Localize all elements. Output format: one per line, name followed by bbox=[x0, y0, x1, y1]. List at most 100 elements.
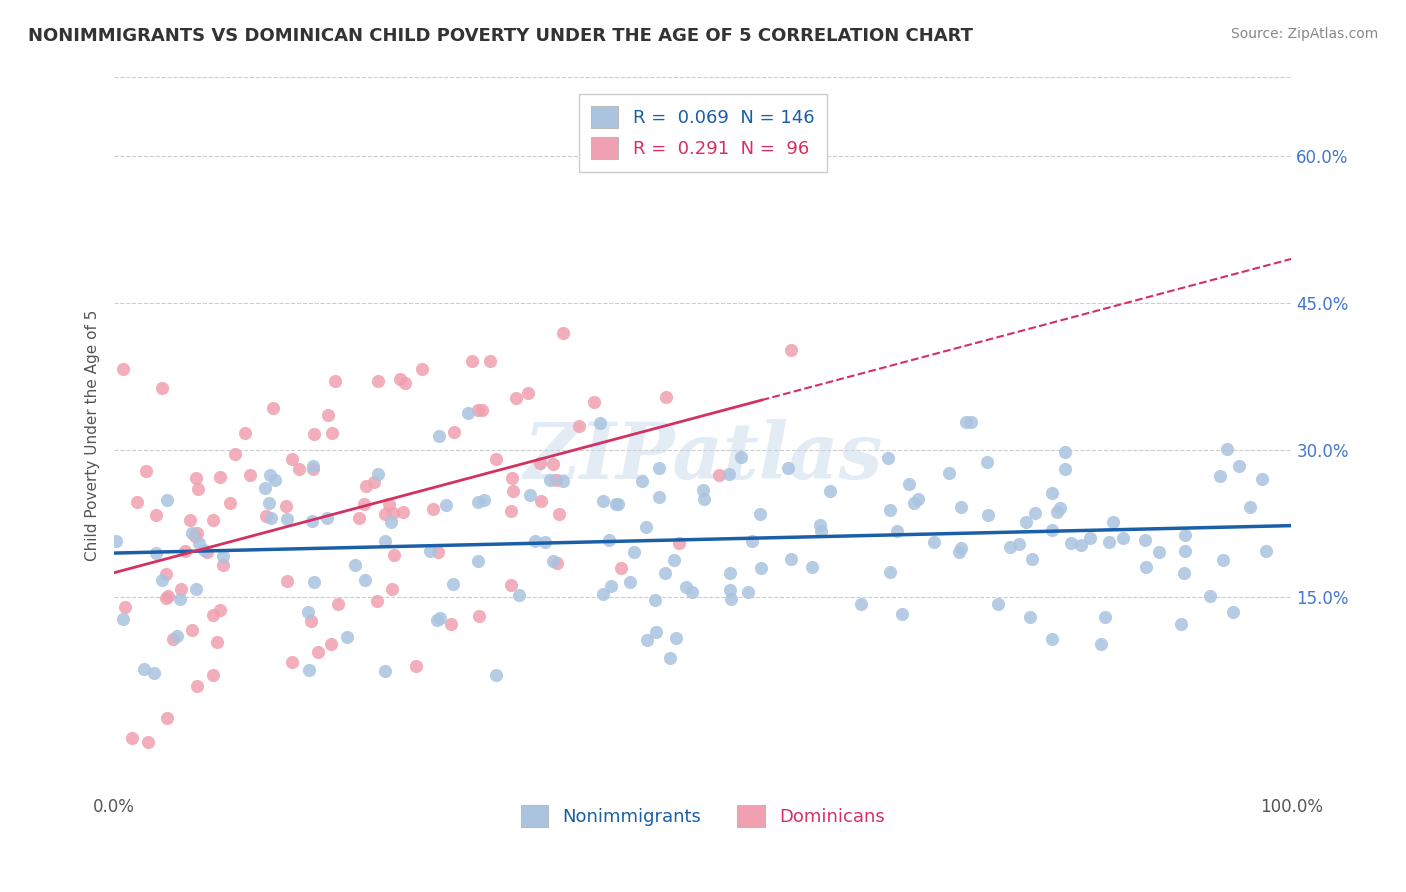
Point bbox=[1222, 605, 1244, 619]
Point bbox=[142, 666, 165, 681]
Point bbox=[1135, 559, 1157, 574]
Point bbox=[849, 597, 872, 611]
Point bbox=[150, 573, 173, 587]
Point bbox=[644, 592, 666, 607]
Point bbox=[879, 565, 901, 579]
Point bbox=[186, 525, 208, 540]
Point bbox=[104, 533, 127, 548]
Point bbox=[748, 507, 770, 521]
Point bbox=[114, 599, 136, 614]
Point bbox=[150, 381, 173, 395]
Point bbox=[374, 533, 396, 548]
Point bbox=[184, 529, 207, 543]
Point bbox=[181, 623, 204, 637]
Point bbox=[879, 502, 901, 516]
Point bbox=[668, 535, 690, 549]
Point bbox=[281, 452, 304, 467]
Point bbox=[534, 535, 557, 549]
Text: NONIMMIGRANTS VS DOMINICAN CHILD POVERTY UNDER THE AGE OF 5 CORRELATION CHART: NONIMMIGRANTS VS DOMINICAN CHILD POVERTY… bbox=[28, 27, 973, 45]
Point bbox=[718, 566, 741, 580]
Point bbox=[778, 460, 800, 475]
Point bbox=[645, 625, 668, 640]
Point bbox=[302, 459, 325, 474]
Point bbox=[548, 508, 571, 522]
Point bbox=[429, 611, 451, 625]
Point bbox=[818, 483, 841, 498]
Point bbox=[551, 326, 574, 341]
Point bbox=[384, 548, 406, 562]
Point bbox=[720, 591, 742, 606]
Point bbox=[166, 629, 188, 643]
Point bbox=[112, 361, 135, 376]
Point bbox=[1008, 537, 1031, 551]
Point bbox=[374, 507, 396, 521]
Point bbox=[260, 510, 283, 524]
Point bbox=[1209, 468, 1232, 483]
Point bbox=[363, 475, 385, 490]
Point bbox=[1015, 516, 1038, 530]
Point bbox=[1216, 442, 1239, 457]
Point bbox=[922, 535, 945, 549]
Point bbox=[443, 425, 465, 439]
Point bbox=[1040, 486, 1063, 500]
Point bbox=[1173, 528, 1195, 542]
Point bbox=[298, 663, 321, 677]
Point bbox=[1112, 531, 1135, 545]
Point bbox=[598, 533, 620, 547]
Point bbox=[592, 587, 614, 601]
Point bbox=[193, 542, 215, 557]
Point bbox=[546, 473, 568, 487]
Point bbox=[1098, 534, 1121, 549]
Point bbox=[1227, 458, 1250, 473]
Text: Source: ZipAtlas.com: Source: ZipAtlas.com bbox=[1230, 27, 1378, 41]
Point bbox=[276, 512, 298, 526]
Point bbox=[319, 637, 342, 651]
Point bbox=[485, 451, 508, 466]
Point bbox=[890, 607, 912, 621]
Point bbox=[356, 479, 378, 493]
Point bbox=[681, 585, 703, 599]
Point bbox=[665, 631, 688, 645]
Point bbox=[499, 578, 522, 592]
Point bbox=[1040, 632, 1063, 646]
Point bbox=[180, 526, 202, 541]
Point bbox=[426, 545, 449, 559]
Point bbox=[467, 554, 489, 568]
Point bbox=[121, 731, 143, 746]
Point bbox=[281, 655, 304, 669]
Point bbox=[1054, 444, 1077, 458]
Point bbox=[382, 507, 405, 521]
Point bbox=[730, 450, 752, 465]
Point bbox=[655, 390, 678, 404]
Point bbox=[434, 498, 457, 512]
Point bbox=[328, 597, 350, 611]
Point bbox=[208, 602, 231, 616]
Point bbox=[606, 497, 628, 511]
Point bbox=[259, 467, 281, 482]
Point bbox=[301, 514, 323, 528]
Point bbox=[1170, 616, 1192, 631]
Point bbox=[737, 585, 759, 599]
Point bbox=[472, 493, 495, 508]
Point bbox=[366, 594, 388, 608]
Point bbox=[316, 409, 339, 423]
Point bbox=[605, 497, 627, 511]
Point bbox=[264, 473, 287, 487]
Point bbox=[508, 588, 530, 602]
Point bbox=[808, 518, 831, 533]
Point bbox=[302, 574, 325, 589]
Point bbox=[156, 589, 179, 603]
Point bbox=[600, 579, 623, 593]
Point bbox=[188, 535, 211, 549]
Point bbox=[648, 490, 671, 504]
Point bbox=[174, 544, 197, 558]
Point bbox=[675, 581, 697, 595]
Point bbox=[664, 553, 686, 567]
Point bbox=[1019, 610, 1042, 624]
Point bbox=[1024, 507, 1046, 521]
Point bbox=[195, 545, 218, 559]
Point bbox=[211, 549, 233, 564]
Point bbox=[354, 574, 377, 588]
Point bbox=[1174, 544, 1197, 558]
Point bbox=[1173, 566, 1195, 581]
